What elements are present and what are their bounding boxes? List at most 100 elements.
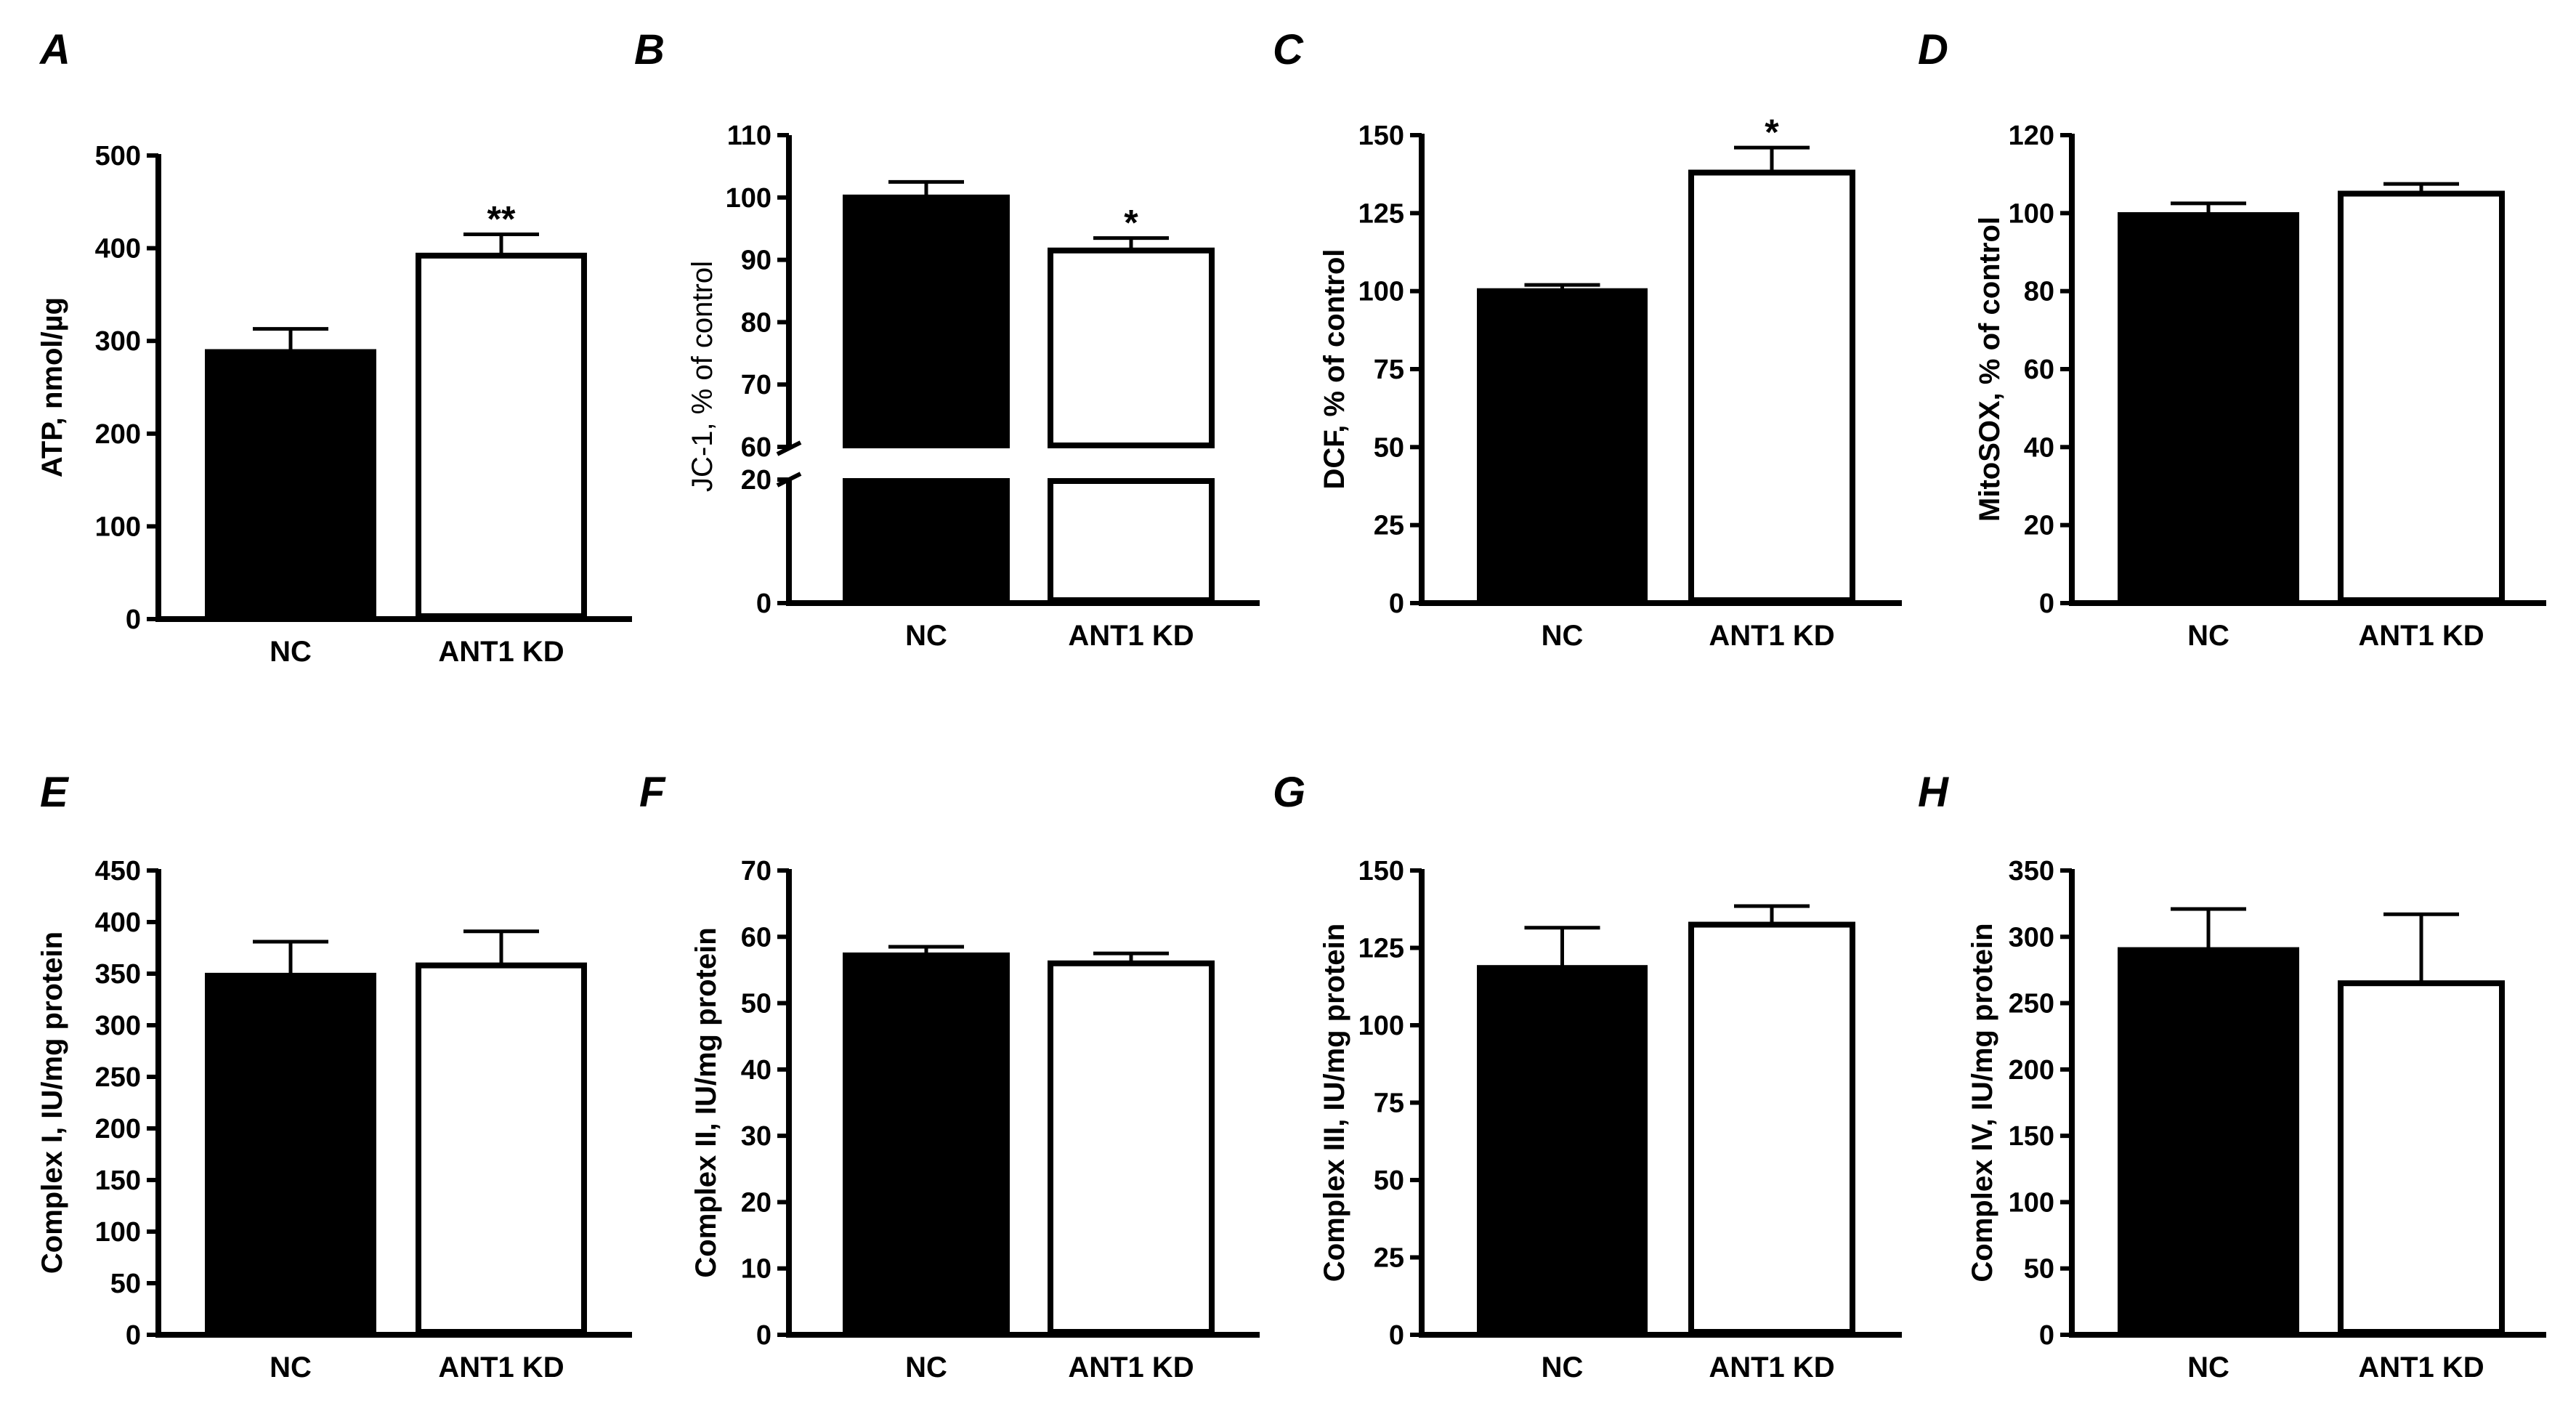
panel-h: H 0 50 100 150 200 250 300 350 Complex IV, IU/mg … <box>1918 769 2546 1383</box>
bar-ant1-kd <box>1048 960 1215 1336</box>
x-category-label: ANT1 KD <box>438 636 564 668</box>
x-category-label: ANT1 KD <box>1709 620 1834 652</box>
bar-nc <box>2118 212 2299 603</box>
y-tick-label: 100 <box>2009 1187 2054 1218</box>
y-tick-label: 0 <box>126 605 141 635</box>
y-tick-label: 70 <box>741 370 771 400</box>
y-tick-label: 20 <box>2024 511 2054 541</box>
y-tick-label: 125 <box>1358 198 1404 229</box>
significance-marker: * <box>1765 112 1779 153</box>
x-category-label: NC <box>2187 1352 2229 1383</box>
bar-ant1-kd <box>416 252 587 619</box>
x-category-label: ANT1 KD <box>1709 1352 1834 1383</box>
y-tick-label: 100 <box>2009 198 2054 229</box>
y-axis-title: Complex III, IU/mg protein <box>1319 924 1350 1282</box>
x-category-label: ANT1 KD <box>1068 1352 1194 1383</box>
bar-nc-lower <box>843 478 1010 603</box>
y-tick-label: 350 <box>95 959 141 990</box>
x-category-label: NC <box>1542 620 1584 652</box>
y-tick-label: 300 <box>2009 922 2054 953</box>
y-tick-label: 50 <box>741 989 771 1019</box>
y-tick-label: 150 <box>1358 121 1404 151</box>
x-category-label: NC <box>905 1352 947 1383</box>
y-tick-label: 0 <box>756 589 771 619</box>
panel-letter: H <box>1918 769 1949 816</box>
y-tick-label: 250 <box>95 1062 141 1093</box>
significance-marker: * <box>1124 203 1138 243</box>
panel-d: D 0 20 40 60 80 100 120 MitoSOX, % of control NC A… <box>1918 26 2546 652</box>
significance-marker: ** <box>487 198 516 239</box>
y-tick-label: 0 <box>126 1320 141 1351</box>
y-axis-title: DCF, % of control <box>1319 249 1350 489</box>
bar-nc <box>2118 947 2299 1335</box>
y-tick-label: 25 <box>1374 1243 1404 1274</box>
y-tick-label: 200 <box>2009 1055 2054 1086</box>
panel-g: G 0 25 50 75 100 125 150 Complex III, IU/mg prot… <box>1273 769 1902 1383</box>
bar-ant1-kd <box>1688 169 1855 603</box>
panel-f: F 0 10 20 30 40 50 60 70 Complex II, IU/mg protei… <box>639 769 1260 1383</box>
y-tick-label: 0 <box>756 1320 771 1351</box>
y-tick-label: 150 <box>2009 1121 2054 1152</box>
y-axis-title: ATP, nmol/µg <box>36 297 68 477</box>
x-category-label: ANT1 KD <box>2358 1352 2484 1383</box>
y-tick-label: 0 <box>2039 1320 2054 1351</box>
bar-ant1-kd <box>416 962 587 1335</box>
y-tick-label: 100 <box>1358 277 1404 307</box>
y-tick-label: 60 <box>741 922 771 953</box>
y-tick-label: 300 <box>95 1011 141 1041</box>
y-tick-label: 400 <box>95 234 141 264</box>
bar-nc <box>1477 288 1648 603</box>
y-tick-label: 400 <box>95 908 141 938</box>
panel-letter: E <box>40 769 70 816</box>
panel-letter: F <box>639 769 666 816</box>
panel-a: A 0 100 200 300 400 500 ATP, nmol/µg NC ** ANT1 KD <box>36 26 632 668</box>
y-tick-label: 0 <box>1389 1320 1404 1351</box>
y-tick-label: 10 <box>741 1254 771 1285</box>
y-tick-label: 120 <box>2009 121 2054 151</box>
y-tick-label: 100 <box>726 183 771 214</box>
bar-ant1-kd <box>2338 980 2505 1335</box>
y-tick-label: 75 <box>1374 1088 1404 1119</box>
panel-letter: C <box>1273 26 1304 73</box>
y-tick-label: 500 <box>95 141 141 171</box>
y-tick-label: 100 <box>95 512 141 542</box>
panel-letter: A <box>39 26 70 73</box>
panel-e: E 0 50 100 150 200 250 300 350 400 450 Complex I, I… <box>36 769 632 1383</box>
y-tick-label: 80 <box>2024 277 2054 307</box>
y-tick-label: 50 <box>1374 1165 1404 1196</box>
x-category-label: NC <box>270 1352 312 1383</box>
y-tick-label: 75 <box>1374 355 1404 385</box>
y-axis-title: Complex I, IU/mg protein <box>36 932 68 1274</box>
y-tick-label: 0 <box>2039 589 2054 619</box>
y-tick-label: 90 <box>741 246 771 276</box>
bar-nc <box>1477 965 1648 1335</box>
y-tick-label: 250 <box>2009 989 2054 1019</box>
y-tick-label: 30 <box>741 1121 771 1152</box>
bar-nc <box>843 952 1010 1335</box>
panel-letter: D <box>1918 26 1948 73</box>
y-axis-title: MitoSOX, % of control <box>1974 217 2006 522</box>
y-tick-label: 80 <box>741 307 771 338</box>
bar-nc <box>205 972 376 1335</box>
panel-c: C 0 25 50 75 100 125 150 DCF, % of control NC * ANT… <box>1273 26 1902 652</box>
panel-letter: G <box>1273 769 1305 816</box>
y-tick-label: 450 <box>95 856 141 886</box>
bar-ant1-kd-lower <box>1048 478 1215 603</box>
x-category-label: ANT1 KD <box>438 1352 564 1383</box>
y-tick-label: 20 <box>741 465 771 496</box>
y-tick-label: 150 <box>1358 856 1404 886</box>
x-category-label: NC <box>1542 1352 1584 1383</box>
y-tick-label: 25 <box>1374 511 1404 541</box>
y-tick-label: 150 <box>95 1165 141 1196</box>
x-category-label: NC <box>270 636 312 668</box>
y-tick-label: 40 <box>2024 432 2054 463</box>
x-category-label: NC <box>905 620 947 652</box>
y-tick-label: 60 <box>741 432 771 463</box>
x-category-label: NC <box>2187 620 2229 652</box>
y-tick-label: 70 <box>741 856 771 886</box>
y-tick-label: 100 <box>95 1217 141 1248</box>
y-axis-title: Complex IV, IU/mg protein <box>1967 923 1998 1282</box>
y-tick-label: 40 <box>741 1055 771 1086</box>
y-tick-label: 0 <box>1389 589 1404 619</box>
